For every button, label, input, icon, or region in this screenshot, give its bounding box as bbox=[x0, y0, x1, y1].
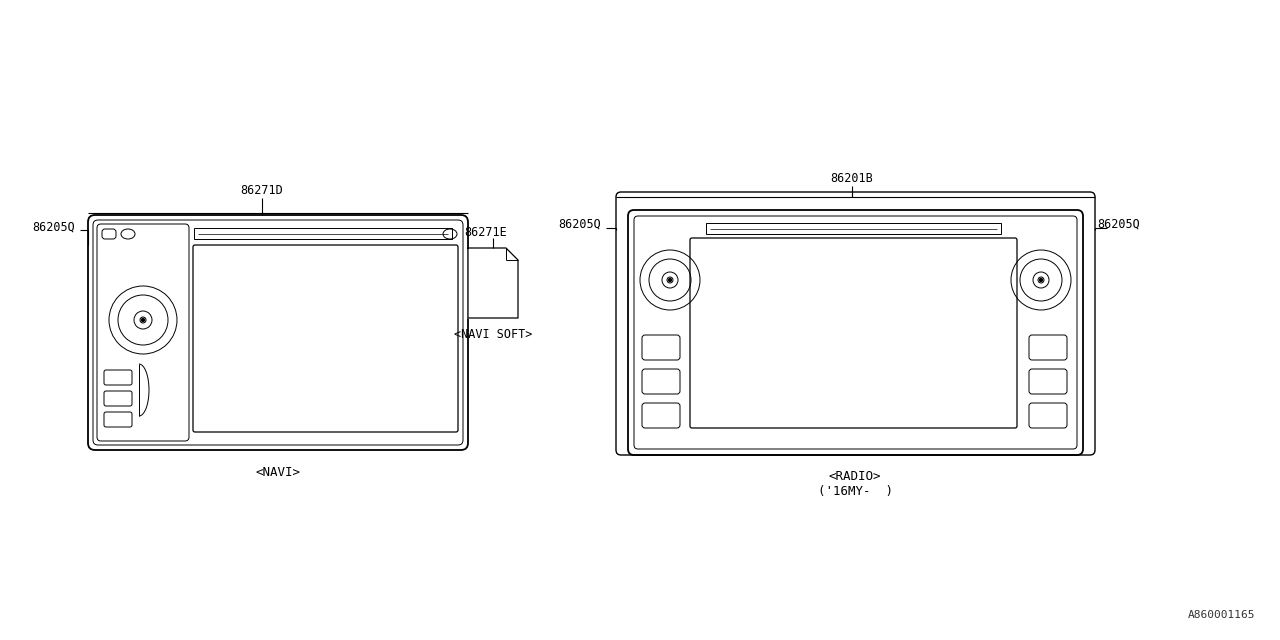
Circle shape bbox=[668, 278, 672, 282]
Text: 86205Q: 86205Q bbox=[558, 218, 600, 230]
Text: 86205Q: 86205Q bbox=[32, 221, 74, 234]
Bar bbox=[707, 223, 1001, 234]
Text: 86271E: 86271E bbox=[465, 225, 507, 239]
Text: ('16MY-  ): ('16MY- ) bbox=[818, 484, 892, 497]
Circle shape bbox=[142, 319, 145, 321]
Text: <RADIO>: <RADIO> bbox=[828, 470, 881, 483]
Circle shape bbox=[1039, 278, 1042, 282]
Text: <NAVI SOFT>: <NAVI SOFT> bbox=[454, 328, 532, 340]
Text: A860001165: A860001165 bbox=[1188, 610, 1254, 620]
Bar bbox=[195, 228, 452, 239]
Text: 86205Q: 86205Q bbox=[1097, 218, 1139, 230]
Text: <NAVI>: <NAVI> bbox=[256, 465, 301, 479]
Polygon shape bbox=[468, 248, 518, 318]
Text: 86201B: 86201B bbox=[831, 172, 873, 184]
Text: 86271D: 86271D bbox=[241, 184, 283, 196]
